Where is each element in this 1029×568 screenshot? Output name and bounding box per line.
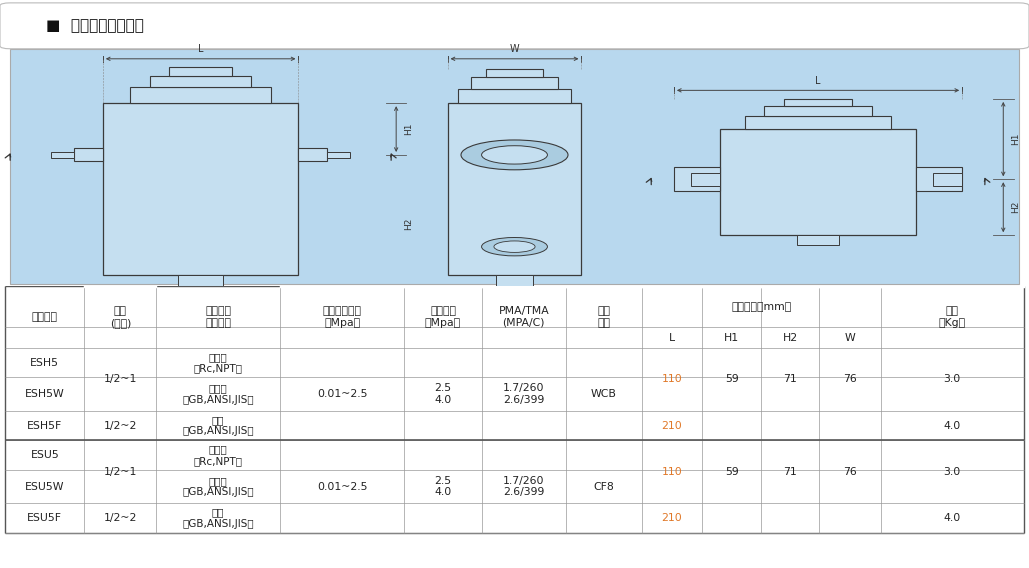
Bar [916,167,962,191]
Text: 59: 59 [724,467,739,477]
Bar [765,106,872,116]
Text: 承插焊
（GB,ANSI,JIS）: 承插焊 （GB,ANSI,JIS） [182,383,254,405]
Text: L: L [669,333,675,343]
Text: 使用压力范围
（Mpa）: 使用压力范围 （Mpa） [323,306,361,328]
Text: 公称压力
（Mpa）: 公称压力 （Mpa） [425,306,461,328]
Bar [933,173,962,186]
Text: W: W [845,333,855,343]
Text: 壳体
材质: 壳体 材质 [598,306,610,328]
Text: H2: H2 [783,333,797,343]
Text: 1/2~1: 1/2~1 [104,374,137,385]
Text: 法兰
（GB,ANSI,JIS）: 法兰 （GB,ANSI,JIS） [182,507,254,529]
Bar [131,87,271,103]
Text: 内螺纹
（Rc,NPT）: 内螺纹 （Rc,NPT） [193,444,243,466]
Bar [150,76,251,87]
Text: 71: 71 [783,374,797,385]
Text: H1: H1 [724,333,739,343]
Text: 110: 110 [662,374,682,385]
Text: 1.7/260
2.6/399: 1.7/260 2.6/399 [503,476,544,498]
Text: L: L [815,76,821,86]
Bar [327,152,350,158]
Text: ESH5W: ESH5W [25,389,65,399]
Text: 承插焊
（GB,ANSI,JIS）: 承插焊 （GB,ANSI,JIS） [182,476,254,498]
Circle shape [461,140,568,170]
Text: 连接方式
（标准）: 连接方式 （标准） [205,306,232,328]
Circle shape [494,241,535,252]
Text: 法兰
（GB,ANSI,JIS）: 法兰 （GB,ANSI,JIS） [182,415,254,436]
Bar [458,89,571,103]
Text: 0.01~2.5: 0.01~2.5 [317,482,367,492]
Text: ESU5F: ESU5F [27,513,63,523]
Text: 通径
(英寸): 通径 (英寸) [110,306,131,328]
Text: 210: 210 [662,420,682,431]
Text: ESH5F: ESH5F [27,420,63,431]
Bar [745,116,891,129]
Text: H2: H2 [404,218,414,230]
Text: 110: 110 [662,467,682,477]
Text: H2: H2 [1012,201,1021,214]
Text: 3.0: 3.0 [944,467,961,477]
Bar [74,148,103,161]
Text: 59: 59 [724,374,739,385]
Text: PMA/TMA
(MPA/C): PMA/TMA (MPA/C) [498,306,549,328]
Text: CF8: CF8 [594,482,614,492]
Text: 1.7/260
2.6/399: 1.7/260 2.6/399 [503,383,544,405]
Text: 210: 210 [662,513,682,523]
Bar [496,275,533,287]
Text: 4.0: 4.0 [944,513,961,523]
Bar [178,275,223,287]
Text: H1: H1 [1012,133,1021,145]
Text: ESU5W: ESU5W [25,482,65,492]
Text: 内螺纹
（Rc,NPT）: 内螺纹 （Rc,NPT） [193,352,243,373]
Text: 3.0: 3.0 [944,374,961,385]
Bar [187,287,214,293]
Text: 2.5
4.0: 2.5 4.0 [434,383,452,405]
Text: H1: H1 [404,123,414,135]
Text: 1/2~1: 1/2~1 [104,467,137,477]
Text: 4.0: 4.0 [944,420,961,431]
Bar [51,152,74,158]
Text: 76: 76 [843,374,857,385]
Bar [784,99,852,106]
Text: WCB: WCB [591,389,617,399]
Text: 0.01~2.5: 0.01~2.5 [317,389,367,399]
Text: 71: 71 [783,467,797,477]
Circle shape [482,146,547,164]
Bar [720,129,916,235]
Text: W: W [509,44,520,55]
Text: 1/2~2: 1/2~2 [104,513,137,523]
Bar [103,103,298,275]
Bar [170,68,232,76]
Bar [797,235,839,245]
Text: 重量
（Kg）: 重量 （Kg） [938,306,966,328]
Bar [298,148,327,161]
Text: ESH5: ESH5 [30,358,60,367]
Text: ESU5: ESU5 [31,450,59,460]
Bar [471,77,558,89]
FancyBboxPatch shape [0,3,1029,49]
Text: 76: 76 [843,467,857,477]
Bar [448,103,581,275]
Circle shape [482,237,547,256]
Bar [674,167,720,191]
Text: 1/2~2: 1/2~2 [104,420,137,431]
Bar [487,69,542,77]
Bar [691,173,720,186]
Text: ■  外形･参数一覧表: ■ 外形･参数一覧表 [46,18,144,33]
Text: 外形尺寸（mm）: 外形尺寸（mm） [732,302,791,312]
Text: L: L [198,44,204,55]
Text: 产品型号: 产品型号 [32,312,58,321]
Text: 2.5
4.0: 2.5 4.0 [434,476,452,498]
FancyBboxPatch shape [10,49,1019,284]
